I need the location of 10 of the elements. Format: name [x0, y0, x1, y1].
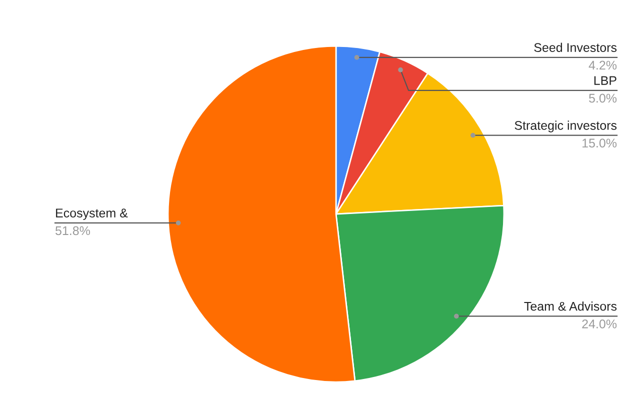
slice-label: Strategic investors: [514, 120, 617, 132]
data-label: 5.0%: [589, 94, 617, 103]
data-label: 4.2%: [588, 60, 617, 70]
data-label: 24.0%: [582, 320, 617, 328]
data-label: 15.0%: [582, 138, 617, 148]
slice-label: Seed Investors: [534, 42, 617, 52]
slice-label: LBP: [594, 76, 616, 85]
slice-label: Ecosystem &: [56, 208, 128, 220]
slice-label: Team & Advisors: [524, 302, 617, 311]
data-label: 51.8%: [56, 226, 90, 236]
